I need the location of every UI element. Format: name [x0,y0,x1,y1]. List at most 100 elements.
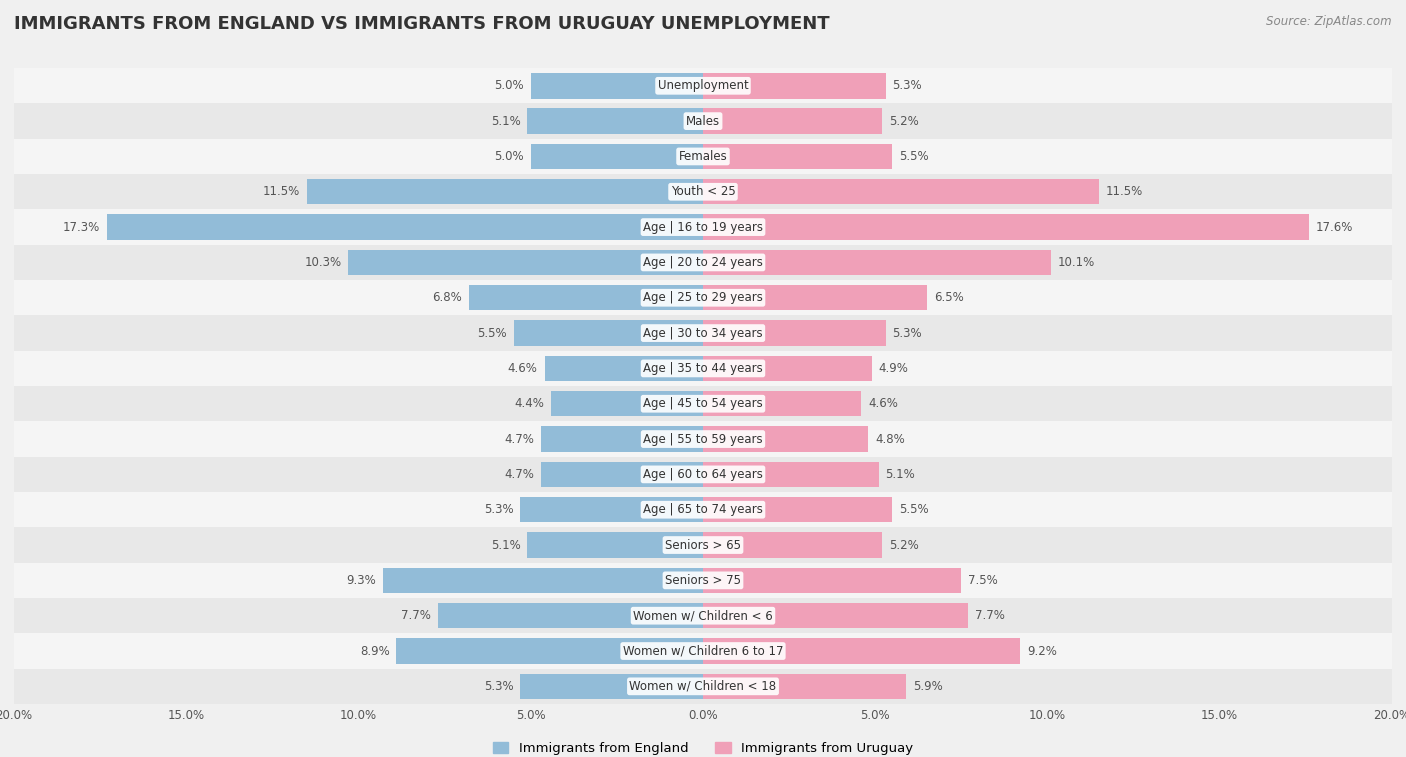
Bar [14,245,1392,280]
Text: 9.2%: 9.2% [1026,644,1057,658]
Bar [703,674,907,699]
Bar [14,68,1392,104]
Bar [14,139,1392,174]
Bar [703,497,893,522]
Bar [14,422,1392,456]
Bar [703,638,1019,664]
Bar [520,497,703,522]
Legend: Immigrants from England, Immigrants from Uruguay: Immigrants from England, Immigrants from… [492,742,914,755]
Text: 5.3%: 5.3% [893,326,922,340]
Text: 5.2%: 5.2% [889,538,918,552]
Text: Age | 30 to 34 years: Age | 30 to 34 years [643,326,763,340]
Text: 7.7%: 7.7% [401,609,430,622]
Bar [14,104,1392,139]
Text: 5.3%: 5.3% [893,79,922,92]
Text: 5.3%: 5.3% [484,503,513,516]
Bar [14,174,1392,210]
Bar [382,568,703,593]
Text: IMMIGRANTS FROM ENGLAND VS IMMIGRANTS FROM URUGUAY UNEMPLOYMENT: IMMIGRANTS FROM ENGLAND VS IMMIGRANTS FR… [14,15,830,33]
Text: Women w/ Children < 18: Women w/ Children < 18 [630,680,776,693]
Text: Age | 65 to 74 years: Age | 65 to 74 years [643,503,763,516]
Text: 5.9%: 5.9% [912,680,943,693]
Bar [531,144,703,169]
Bar [703,214,1309,240]
Text: 17.6%: 17.6% [1316,220,1354,234]
Bar [544,356,703,381]
Text: 4.4%: 4.4% [515,397,544,410]
Bar [531,73,703,98]
Text: 9.3%: 9.3% [346,574,375,587]
Bar [14,492,1392,528]
Text: 8.9%: 8.9% [360,644,389,658]
Text: 5.5%: 5.5% [900,150,929,163]
Text: 5.1%: 5.1% [491,538,520,552]
Bar [551,391,703,416]
Text: 4.8%: 4.8% [875,432,905,446]
Bar [703,250,1050,275]
Text: 11.5%: 11.5% [1107,185,1143,198]
Text: Age | 25 to 29 years: Age | 25 to 29 years [643,291,763,304]
Bar [107,214,703,240]
Text: Source: ZipAtlas.com: Source: ZipAtlas.com [1267,15,1392,28]
Bar [437,603,703,628]
Text: Age | 45 to 54 years: Age | 45 to 54 years [643,397,763,410]
Text: 4.6%: 4.6% [508,362,537,375]
Text: 10.3%: 10.3% [304,256,342,269]
Text: 5.3%: 5.3% [484,680,513,693]
Bar [527,532,703,558]
Bar [14,280,1392,316]
Text: Seniors > 65: Seniors > 65 [665,538,741,552]
Text: Age | 20 to 24 years: Age | 20 to 24 years [643,256,763,269]
Bar [703,603,969,628]
Text: Females: Females [679,150,727,163]
Bar [468,285,703,310]
Text: 5.5%: 5.5% [900,503,929,516]
Bar [703,391,862,416]
Bar [703,426,869,452]
Bar [14,210,1392,245]
Bar [14,634,1392,668]
Text: 6.8%: 6.8% [432,291,461,304]
Bar [520,674,703,699]
Text: 11.5%: 11.5% [263,185,299,198]
Bar [703,73,886,98]
Text: Unemployment: Unemployment [658,79,748,92]
Text: 5.0%: 5.0% [495,150,524,163]
Bar [14,598,1392,634]
Text: 4.7%: 4.7% [505,468,534,481]
Bar [703,462,879,487]
Text: Age | 60 to 64 years: Age | 60 to 64 years [643,468,763,481]
Bar [703,532,882,558]
Bar [703,144,893,169]
Text: 7.5%: 7.5% [969,574,998,587]
Text: 4.9%: 4.9% [879,362,908,375]
Bar [703,568,962,593]
Bar [307,179,703,204]
Text: 5.2%: 5.2% [889,114,918,128]
Text: Youth < 25: Youth < 25 [671,185,735,198]
Text: 5.1%: 5.1% [491,114,520,128]
Bar [14,316,1392,350]
Text: Age | 35 to 44 years: Age | 35 to 44 years [643,362,763,375]
Bar [14,528,1392,562]
Text: Age | 16 to 19 years: Age | 16 to 19 years [643,220,763,234]
Bar [703,108,882,134]
Text: 17.3%: 17.3% [63,220,100,234]
Text: 5.0%: 5.0% [495,79,524,92]
Text: 7.7%: 7.7% [976,609,1005,622]
Bar [14,456,1392,492]
Bar [703,179,1099,204]
Bar [541,426,703,452]
Text: Age | 55 to 59 years: Age | 55 to 59 years [643,432,763,446]
Bar [541,462,703,487]
Bar [703,285,927,310]
Bar [14,386,1392,422]
Text: 5.5%: 5.5% [477,326,506,340]
Bar [349,250,703,275]
Bar [703,356,872,381]
Bar [14,350,1392,386]
Text: 5.1%: 5.1% [886,468,915,481]
Text: 4.7%: 4.7% [505,432,534,446]
Text: 4.6%: 4.6% [869,397,898,410]
Bar [527,108,703,134]
